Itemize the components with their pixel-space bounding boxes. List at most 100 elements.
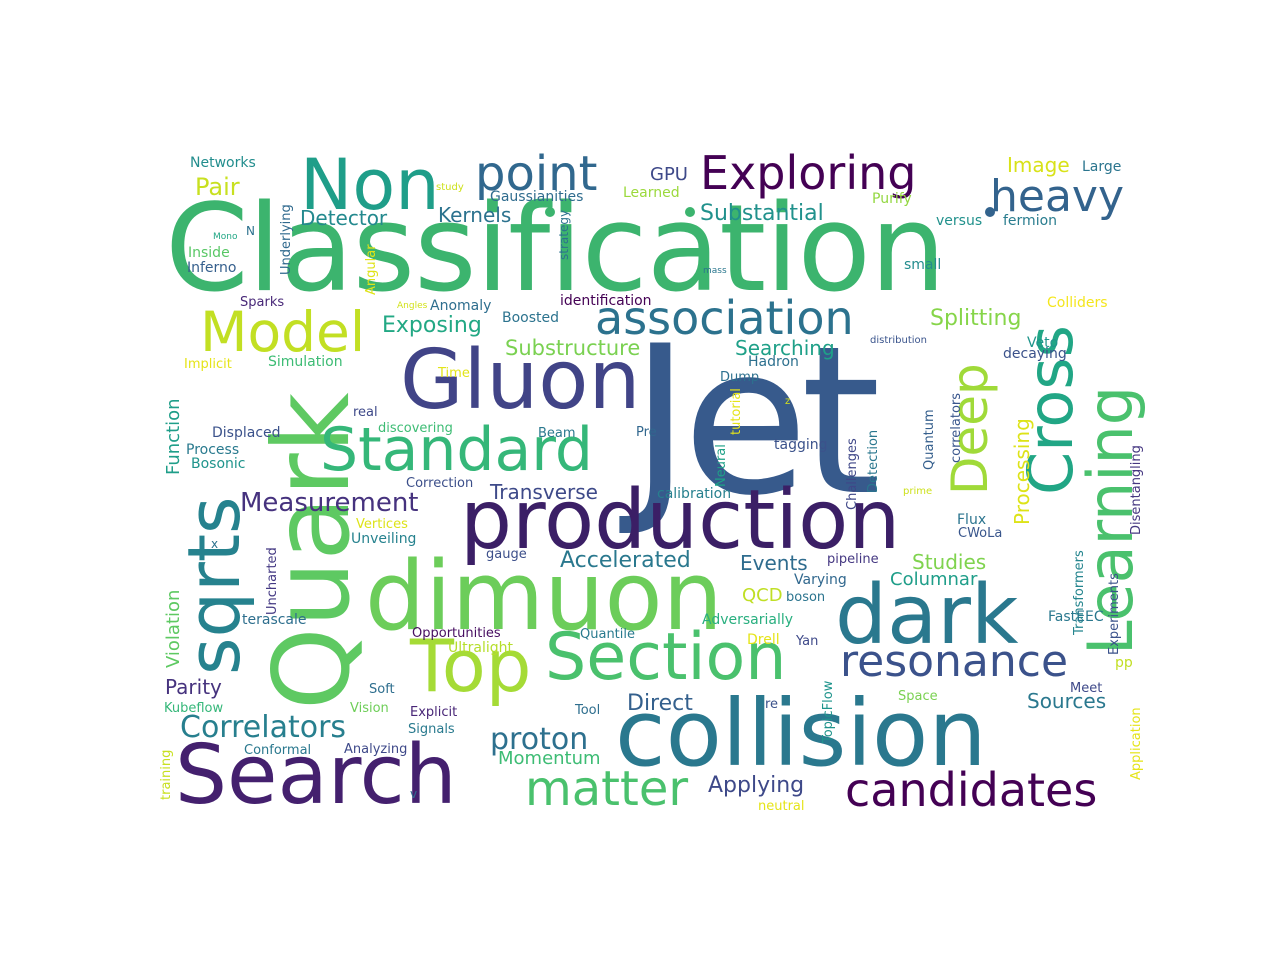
word-columnar: Columnar [890, 569, 978, 590]
word-large: Large [1082, 159, 1122, 175]
word-kernels: Kernels [438, 203, 512, 227]
word-violation: Violation [163, 589, 184, 668]
word-underlying: Underlying [279, 204, 294, 275]
word-unveiling: Unveiling [351, 531, 417, 547]
word-section: Section [545, 620, 787, 695]
word-experiments: Experiments [1107, 573, 1122, 655]
word-direct: Direct [627, 691, 693, 716]
word-pre: Pre [636, 425, 657, 440]
word-correlators: Correlators [180, 710, 347, 745]
word-bosonic: Bosonic [191, 456, 246, 472]
word-gauge: gauge [486, 547, 527, 562]
word-non: Non [300, 144, 440, 226]
word-process: Process [186, 442, 240, 458]
word-parity: Parity [165, 675, 222, 699]
word-drell: Drell [747, 632, 780, 648]
word-association: association [595, 291, 854, 345]
word-uncharted: Uncharted [265, 547, 280, 615]
word-ultralight: Ultralight [448, 640, 513, 656]
word-correction: Correction [406, 476, 474, 491]
word-gpu: GPU [650, 164, 688, 185]
word-training: training [159, 749, 174, 800]
word-tutorial: tutorial [729, 388, 744, 435]
word-dump: Dump [720, 370, 760, 385]
word-learned: Learned [623, 185, 680, 201]
word-decaying: decaying [1003, 346, 1067, 362]
word-space: Space [898, 689, 938, 704]
word-searching: Searching [735, 336, 835, 360]
word-resonance: resonance [840, 636, 1069, 687]
word-discovering: discovering [378, 421, 453, 436]
word-v: v [410, 787, 418, 801]
word-momentum: Momentum [498, 748, 601, 769]
word-z: z [785, 396, 791, 407]
word-inside: Inside [188, 245, 230, 261]
word-vertices: Vertices [356, 517, 408, 532]
word-mass: mass [703, 266, 727, 276]
word-beam: Beam [538, 426, 576, 441]
word-angles: Angles [397, 301, 428, 311]
word-inferno: Inferno [187, 260, 237, 276]
word-angular: Angular [364, 244, 379, 295]
word-signals: Signals [408, 722, 455, 737]
word-sparks: Sparks [240, 295, 285, 310]
word-candidates: candidates [845, 763, 1098, 817]
word-model: Model [200, 300, 366, 364]
word-sqrts: sqrts [172, 496, 256, 675]
word-correlators-small: correlators [949, 392, 964, 463]
word-studies: Studies [912, 550, 987, 574]
word-displaced: Displaced [212, 425, 281, 441]
word-prime: prime [903, 486, 933, 497]
word-soft: Soft [369, 682, 395, 697]
word-standard: Standard [320, 415, 593, 485]
word-dimuon: dimuon [365, 542, 723, 652]
word-cwola: CWoLa [958, 526, 1003, 541]
word-calibration: calibration [657, 486, 732, 502]
word-substantial: Substantial [700, 201, 824, 226]
word-flux: Flux [957, 512, 987, 528]
word-point: point [475, 146, 598, 202]
word-pair: Pair [195, 173, 240, 201]
word-implicit: Implicit [184, 357, 232, 372]
word-accelerated: Accelerated [560, 548, 691, 573]
word-networks: Networks [190, 155, 256, 171]
word-small: small [904, 257, 942, 273]
word-heavy: heavy [990, 171, 1124, 222]
dot-mark [985, 207, 995, 217]
word-gaussianities: Gaussianities [490, 189, 584, 205]
word-real: real [353, 405, 378, 420]
word-n: N [246, 224, 255, 238]
word-opportunities: Opportunities [412, 626, 501, 641]
word-neural: Neural [714, 444, 729, 487]
word-fasteec: FastEEC [1048, 609, 1104, 625]
word-search: Search [175, 728, 457, 823]
word-versus: versus [936, 213, 983, 229]
word-challenges: Challenges [845, 438, 860, 510]
word-quantum: Quantum [922, 409, 937, 470]
word-pipeline: pipeline [827, 552, 879, 567]
word-detection: Detection [866, 429, 881, 493]
word-conformal: Conformal [244, 743, 312, 758]
word-topicflow: TopicFlow [821, 680, 836, 743]
word-collision: collision [615, 680, 987, 787]
word-applying: Applying [708, 773, 805, 798]
word-terascale: terascale [242, 612, 307, 628]
word-detector: Detector [300, 206, 388, 230]
word-events: Events [740, 551, 808, 575]
word-veto: Veto [1027, 335, 1059, 351]
word-jet: Jet [630, 303, 881, 541]
word-identification: identification [560, 293, 652, 309]
word-pp: pp [1115, 655, 1133, 671]
word-distribution: distribution [870, 335, 927, 346]
word-exploring: Exploring [700, 146, 917, 200]
word-tagging: tagging [774, 437, 828, 453]
word-hadron: Hadron [748, 354, 799, 370]
word-substructure: Substructure [505, 336, 641, 360]
word-colliders: Colliders [1047, 295, 1108, 311]
word-production: production [460, 473, 901, 568]
word-simulation: Simulation [268, 354, 343, 370]
word-qcd: QCD [742, 585, 783, 606]
word-dark: dark [835, 568, 1019, 663]
word-explicit: Explicit [410, 705, 458, 720]
word-boosted: Boosted [502, 310, 560, 326]
